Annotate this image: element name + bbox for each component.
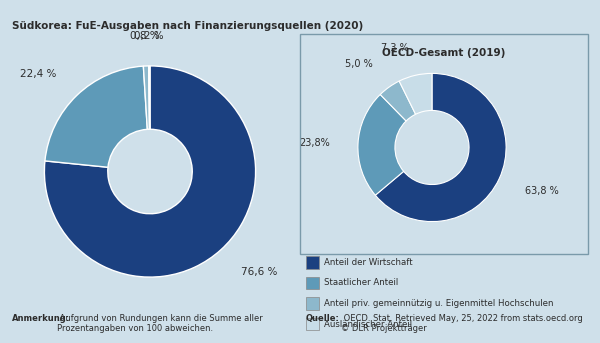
Wedge shape: [44, 66, 256, 277]
Text: Staatlicher Anteil: Staatlicher Anteil: [324, 279, 398, 287]
Text: Anteil priv. gemeinnützig u. Eigenmittel Hochschulen: Anteil priv. gemeinnützig u. Eigenmittel…: [324, 299, 554, 308]
Text: 0,2 %: 0,2 %: [134, 31, 164, 42]
Text: Anmerkung:: Anmerkung:: [12, 314, 70, 323]
Text: Quelle:: Quelle:: [306, 314, 340, 323]
Text: Anteil der Wirtschaft: Anteil der Wirtschaft: [324, 258, 413, 267]
Text: 7,3 %: 7,3 %: [381, 43, 409, 53]
Text: Ausländischer Anteil: Ausländischer Anteil: [324, 320, 412, 329]
Wedge shape: [149, 66, 150, 129]
Text: 0,8 %: 0,8 %: [130, 32, 160, 42]
Text: 63,8 %: 63,8 %: [524, 186, 559, 196]
Text: 76,6 %: 76,6 %: [241, 267, 277, 277]
Wedge shape: [358, 94, 406, 195]
Wedge shape: [45, 66, 148, 167]
Text: Aufgrund von Rundungen kann die Summe aller
Prozentangaben von 100 abweichen.: Aufgrund von Rundungen kann die Summe al…: [57, 314, 263, 333]
Text: 5,0 %: 5,0 %: [345, 59, 373, 69]
Text: 22,4 %: 22,4 %: [20, 69, 56, 79]
Text: OECD. Stat. Retrieved May, 25, 2022 from stats.oecd.org
© DLR Projektträger: OECD. Stat. Retrieved May, 25, 2022 from…: [341, 314, 583, 333]
Wedge shape: [143, 66, 149, 129]
Text: 23,8%: 23,8%: [299, 138, 330, 147]
Text: Südkorea: FuE-Ausgaben nach Finanzierungsquellen (2020): Südkorea: FuE-Ausgaben nach Finanzierung…: [12, 21, 363, 31]
Wedge shape: [399, 73, 432, 114]
Wedge shape: [376, 73, 506, 222]
Wedge shape: [380, 81, 416, 121]
Text: OECD-Gesamt (2019): OECD-Gesamt (2019): [382, 48, 506, 58]
